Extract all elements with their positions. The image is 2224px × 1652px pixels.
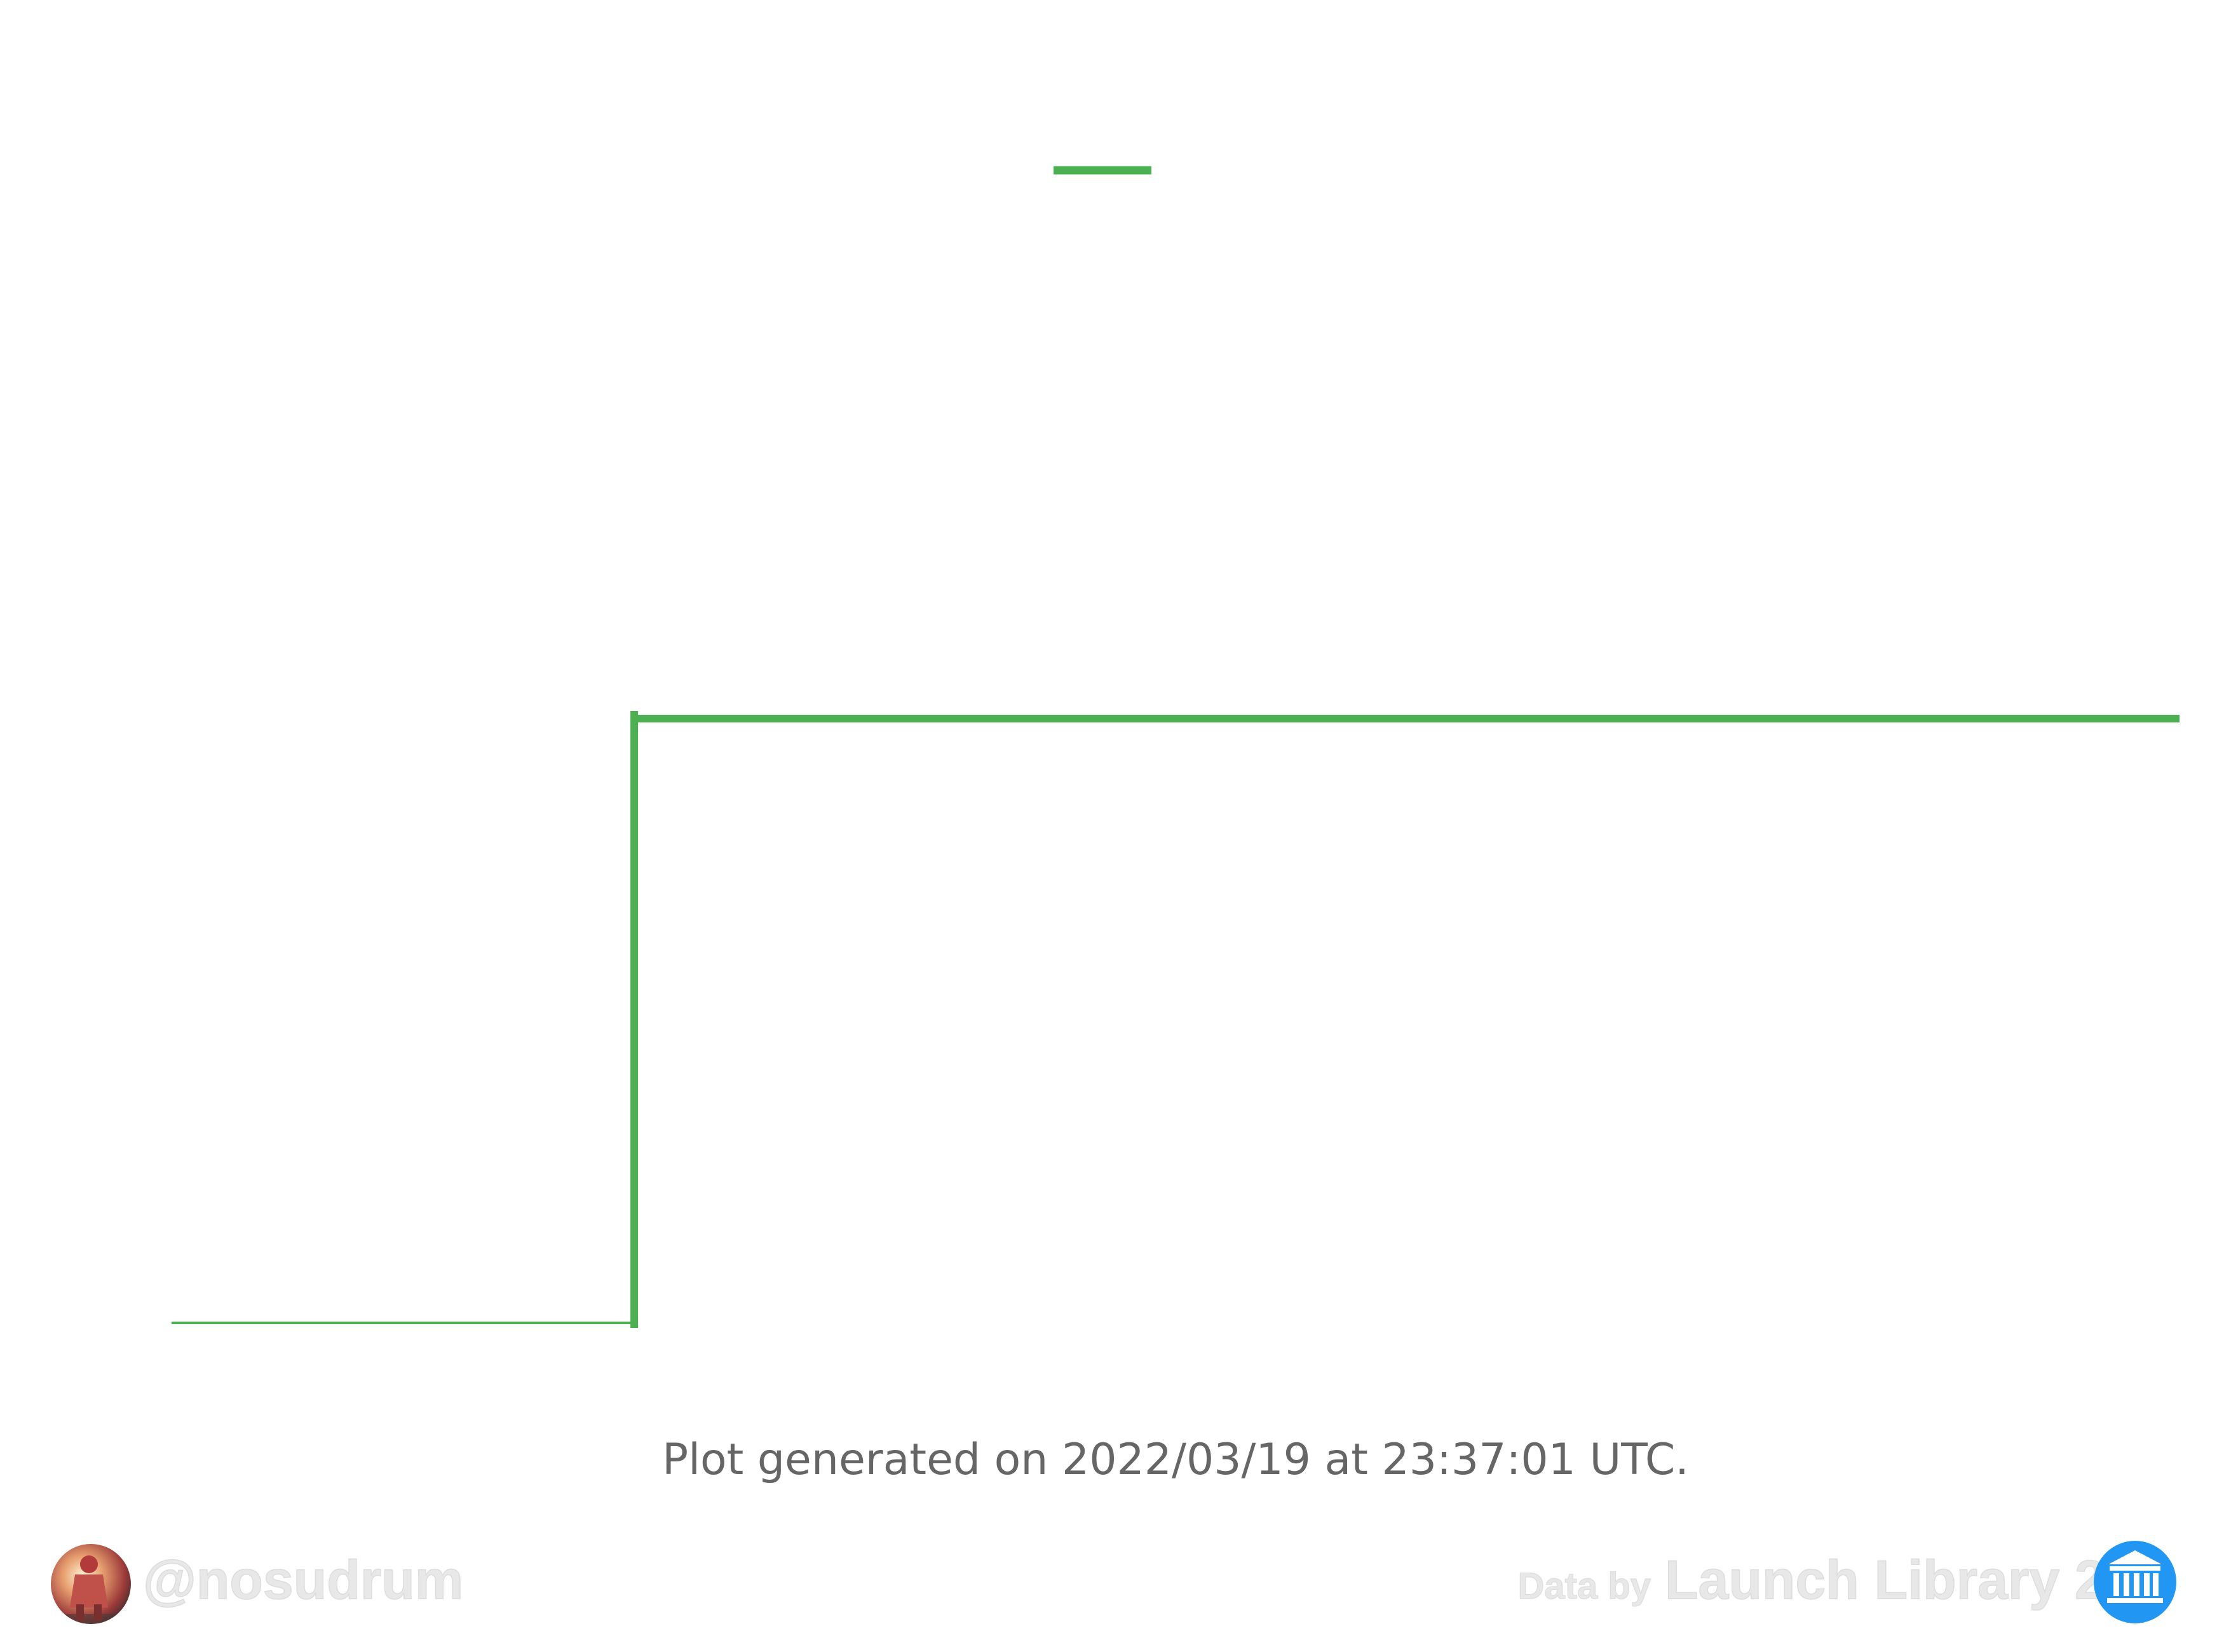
plot-generated-footnote: Plot generated on 2022/03/19 at 23:37:01… [662, 1435, 1689, 1485]
astronaut-avatar-icon [51, 1544, 131, 1624]
institution-icon [2094, 1541, 2176, 1623]
plot-area [172, 711, 2180, 1328]
data-source-name: Launch Library 2 [1665, 1550, 2105, 1611]
author-handle: @nosudrum [143, 1550, 463, 1611]
author-watermark: @nosudrum [51, 1544, 464, 1624]
data-by-prefix: Data by [1517, 1566, 1651, 1607]
data-source-watermark: Data by Launch Library 2 [1517, 1541, 2176, 1623]
